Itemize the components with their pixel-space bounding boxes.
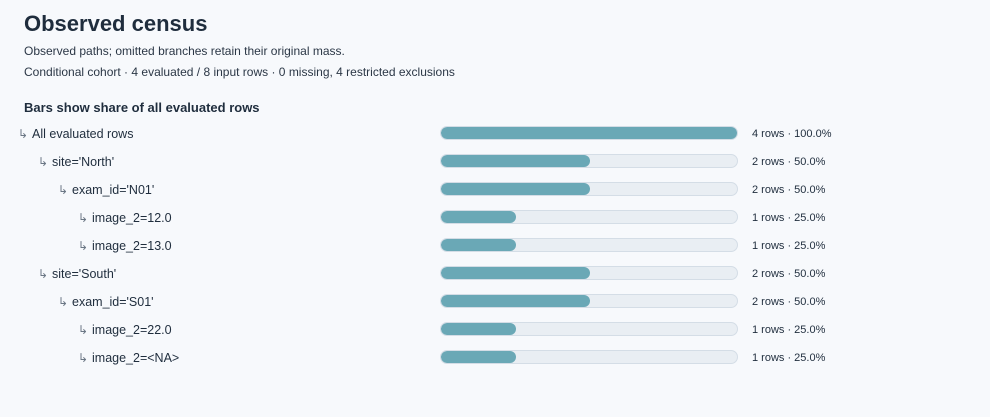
tree-row-text: image_2=22.0 [92,323,172,337]
share-bar-fill [441,211,516,223]
share-bar-track [440,210,738,224]
share-bar-track [440,322,738,336]
tree-row: ↳ site='North' 2 rows · 50.0% [24,149,964,177]
tree-row: ↳ image_2=<NA> 1 rows · 25.0% [24,345,964,373]
row-count-share: 2 rows · 50.0% [752,156,826,168]
share-bar-fill [441,127,737,139]
page-subtitle: Observed paths; omitted branches retain … [24,44,345,58]
cohort-summary: Conditional cohort · 4 evaluated / 8 inp… [24,65,455,79]
branch-arrow-icon: ↳ [38,267,49,281]
tree-row-text: image_2=<NA> [92,351,180,365]
branch-arrow-icon: ↳ [58,295,69,309]
tree-row-label: ↳ image_2=13.0 [78,238,172,254]
tree-row: ↳ image_2=12.0 1 rows · 25.0% [24,205,964,233]
row-count-share: 2 rows · 50.0% [752,296,826,308]
share-bar-fill [441,155,590,167]
branch-arrow-icon: ↳ [78,211,89,225]
tree-row-text: image_2=13.0 [92,239,172,253]
branch-arrow-icon: ↳ [78,239,89,253]
row-count-share: 4 rows · 100.0% [752,128,832,140]
page-title: Observed census [24,11,208,36]
tree-row-label: ↳ image_2=<NA> [78,350,179,366]
share-bar-track [440,266,738,280]
section-title: Bars show share of all evaluated rows [24,100,260,115]
tree-row: ↳ exam_id='N01' 2 rows · 50.0% [24,177,964,205]
tree-row-label: ↳ All evaluated rows [18,126,133,142]
tree-row-label: ↳ image_2=12.0 [78,210,172,226]
tree-row-label: ↳ image_2=22.0 [78,322,172,338]
branch-arrow-icon: ↳ [78,323,89,337]
share-bar-track [440,154,738,168]
branch-arrow-icon: ↳ [58,183,69,197]
census-tree: ↳ All evaluated rows 4 rows · 100.0% ↳ site=… [18,121,964,373]
branch-arrow-icon: ↳ [38,155,49,169]
share-bar-track [440,294,738,308]
tree-row-label: ↳ site='South' [38,266,116,282]
branch-arrow-icon: ↳ [18,127,29,141]
share-bar-fill [441,183,590,195]
row-count-share: 2 rows · 50.0% [752,184,826,196]
share-bar-fill [441,239,516,251]
share-bar-fill [441,323,516,335]
page: Observed census Observed paths; omitted … [18,10,964,373]
tree-row-text: image_2=12.0 [92,211,172,225]
row-count-share: 1 rows · 25.0% [752,352,826,364]
tree-row-label: ↳ site='North' [38,154,114,170]
row-count-share: 2 rows · 50.0% [752,268,826,280]
share-bar-track [440,238,738,252]
tree-row: ↳ image_2=22.0 1 rows · 25.0% [24,317,964,345]
row-count-share: 1 rows · 25.0% [752,212,826,224]
tree-row-label: ↳ exam_id='S01' [58,294,154,310]
row-count-share: 1 rows · 25.0% [752,240,826,252]
share-bar-fill [441,267,590,279]
tree-row: ↳ exam_id='S01' 2 rows · 50.0% [24,289,964,317]
tree-row-text: exam_id='N01' [72,183,155,197]
tree-row-text: exam_id='S01' [72,295,154,309]
share-bar-track [440,126,738,140]
tree-row: ↳ All evaluated rows 4 rows · 100.0% [18,121,964,149]
tree-row: ↳ image_2=13.0 1 rows · 25.0% [24,233,964,261]
share-bar-fill [441,351,516,363]
share-bar-track [440,350,738,364]
share-bar-track [440,182,738,196]
share-bar-fill [441,295,590,307]
row-count-share: 1 rows · 25.0% [752,324,826,336]
tree-row-text: site='North' [52,155,115,169]
tree-row: ↳ site='South' 2 rows · 50.0% [24,261,964,289]
tree-row-text: All evaluated rows [32,127,134,141]
branch-arrow-icon: ↳ [78,351,89,365]
tree-row-text: site='South' [52,267,117,281]
tree-row-label: ↳ exam_id='N01' [58,182,154,198]
